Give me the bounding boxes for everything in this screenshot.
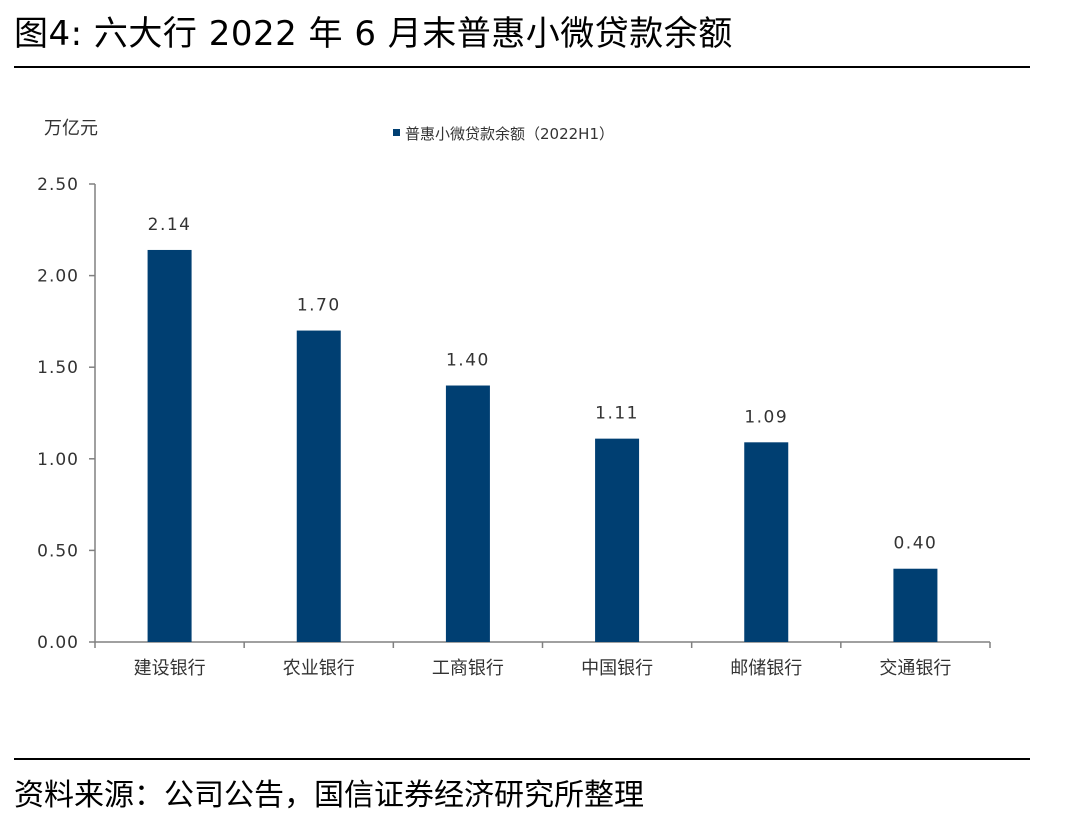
x-tick-label: 农业银行 <box>283 658 355 679</box>
y-tick-label: 1.50 <box>37 358 79 378</box>
bar <box>744 442 789 642</box>
legend-swatch <box>393 129 400 136</box>
bar <box>893 568 938 642</box>
y-tick-label: 2.50 <box>37 175 79 195</box>
data-label: 1.11 <box>595 404 639 424</box>
y-tick-label: 0.50 <box>37 541 79 561</box>
source-note: 资料来源：公司公告，国信证券经济研究所整理 <box>14 778 644 813</box>
x-tick-label: 中国银行 <box>581 658 653 679</box>
data-labels: 2.14 建设银行 1.70 农业银行 1.40 工商银行 1.11 中国银行 1.09 邮储银行… <box>134 215 952 679</box>
bar <box>595 438 640 642</box>
y-tick-label: 1.00 <box>37 450 79 470</box>
y-tick-label: 2.00 <box>37 267 79 287</box>
bars <box>147 249 938 642</box>
bar-chart: 万亿元 普惠小微贷款余额（2022H1） 0.00 0.50 1.00 1.50 2.0… <box>37 118 991 679</box>
bar <box>147 249 192 642</box>
bar <box>296 330 341 642</box>
x-tick-label: 交通银行 <box>879 658 951 679</box>
legend-label: 普惠小微贷款余额（2022H1） <box>405 125 614 143</box>
legend: 普惠小微贷款余额（2022H1） <box>393 125 614 143</box>
figure-title: 图4: 六大行 2022 年 6 月末普惠小微贷款余额 <box>14 14 733 54</box>
bar <box>445 385 490 642</box>
title-divider <box>14 66 1030 68</box>
data-label: 1.09 <box>744 407 788 427</box>
y-unit-label: 万亿元 <box>44 118 98 139</box>
data-label: 2.14 <box>148 215 192 235</box>
x-tick-label: 建设银行 <box>134 658 206 679</box>
x-tick-label: 邮储银行 <box>730 658 802 679</box>
data-label: 1.70 <box>297 296 341 316</box>
axes: 0.00 0.50 1.00 1.50 2.00 2.50 <box>37 175 991 653</box>
y-tick-label: 0.00 <box>37 633 79 653</box>
data-label: 1.40 <box>446 351 490 371</box>
x-tick-label: 工商银行 <box>432 658 504 679</box>
source-divider <box>14 758 1030 760</box>
data-label: 0.40 <box>893 534 937 554</box>
